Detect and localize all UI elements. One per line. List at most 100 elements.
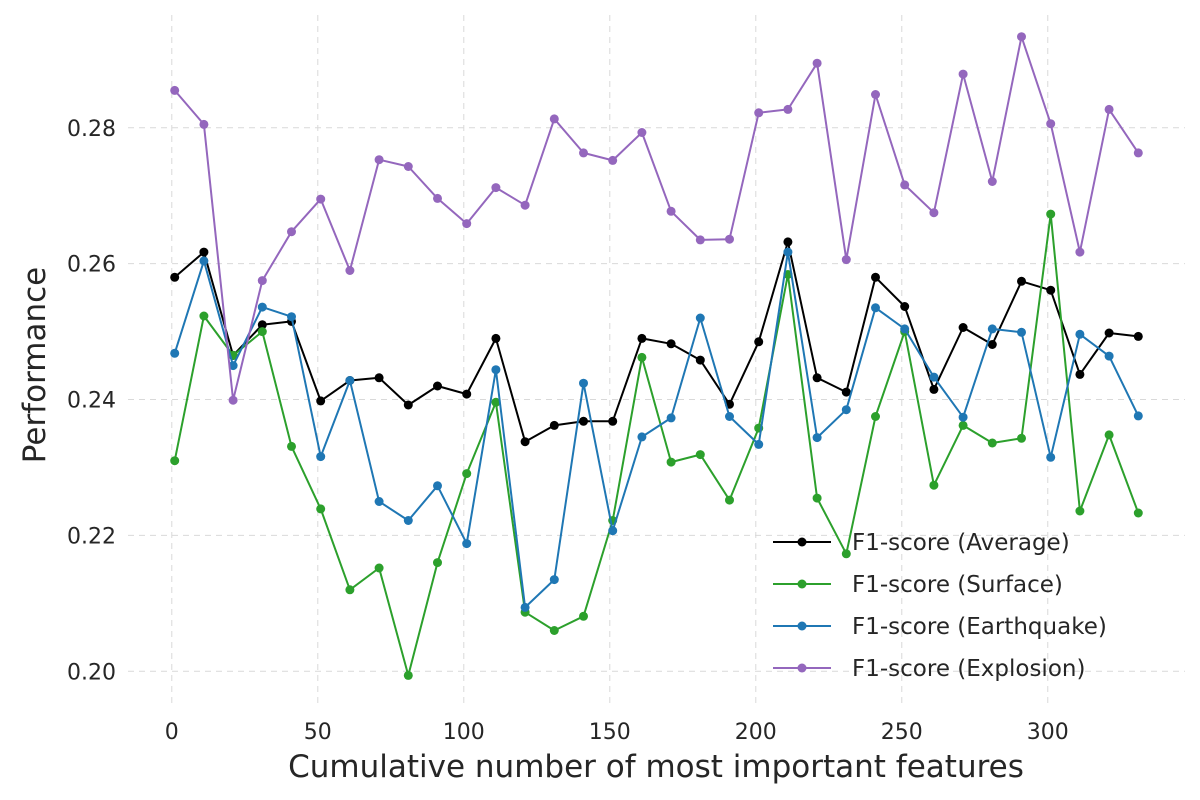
y-tick-label: 0.20 [67,660,116,685]
data-point [1046,119,1056,129]
data-point [199,256,209,266]
data-point [812,373,822,383]
data-point [170,85,180,95]
data-point [1075,247,1085,257]
data-point [1046,452,1056,462]
data-point [433,193,442,203]
data-point [1133,331,1143,341]
data-point [666,206,676,216]
data-point [579,416,588,426]
legend-item: F1-score (Average) [773,530,1070,556]
data-point [199,247,209,257]
data-point [958,420,968,430]
data-point [257,276,267,286]
data-point [871,412,880,421]
data-point [754,337,764,347]
x-tick-label: 50 [304,720,332,745]
data-point [374,497,384,506]
data-point [637,432,647,442]
data-point [520,437,530,447]
data-point [549,114,559,124]
data-point [462,219,472,229]
data-point [345,585,355,595]
data-point [257,320,267,330]
data-point [608,526,618,536]
data-point [987,324,997,334]
data-point [403,162,413,171]
legend-marker [797,579,807,589]
data-point [1017,327,1026,337]
data-point [316,396,326,406]
data-point [520,602,530,612]
data-point [374,563,384,573]
data-point [608,155,618,165]
x-axis-ticks: 0 50 100 150 200 250 300 [165,720,1069,745]
data-point [1017,433,1026,443]
data-point [403,670,413,680]
data-point [579,611,588,621]
data-point [695,235,705,245]
data-point [900,180,910,190]
data-point [1133,411,1143,421]
data-point [695,450,705,460]
data-point [403,516,413,525]
data-point [958,323,968,332]
data-point [783,104,793,114]
data-point [1075,329,1085,339]
data-point [812,493,822,503]
series-2 [170,209,1143,680]
data-point [316,194,326,204]
data-point [316,452,326,462]
data-point [725,234,734,244]
x-tick-label: 0 [165,720,179,745]
data-point [841,405,851,415]
data-point [987,438,997,448]
data-point [549,575,559,585]
data-point [812,433,822,443]
series-line [174,240,1139,443]
data-point [1017,276,1026,286]
legend-item: F1-score (Surface) [773,572,1063,598]
series-3 [170,247,1143,612]
y-tick-label: 0.28 [67,117,116,142]
data-point [228,395,238,405]
data-point [987,177,997,186]
data-point [170,348,180,358]
y-tick-label: 0.26 [67,253,116,278]
data-point [345,376,355,385]
x-tick-label: 300 [1027,720,1069,745]
data-point [1104,104,1114,114]
x-tick-label: 150 [589,720,631,745]
data-point [841,549,851,559]
data-point [900,302,910,311]
data-point [812,58,822,68]
data-point [287,441,296,451]
grid [128,15,1185,708]
data-point [1017,32,1026,42]
data-point [170,272,180,282]
data-point [1075,506,1085,516]
data-point [1046,285,1056,295]
x-tick-label: 100 [443,720,485,745]
data-point [287,312,296,322]
x-tick-label: 250 [881,720,923,745]
data-point [199,311,209,321]
series-line [173,213,1140,677]
legend-marker [797,537,807,547]
data-point [666,413,676,423]
data-point [1104,328,1114,338]
y-tick-label: 0.24 [67,389,116,414]
data-point [929,384,939,394]
data-point [871,272,880,282]
x-axis-label: Cumulative number of most important feat… [288,749,1024,785]
data-point [754,439,764,449]
data-point [257,302,267,312]
x-tick-label: 200 [735,720,777,745]
data-point [929,480,939,490]
data-point [695,355,705,365]
data-point [841,387,851,397]
data-point [666,457,676,467]
legend-marker [797,621,807,631]
data-point [549,626,559,635]
data-point [783,237,793,247]
